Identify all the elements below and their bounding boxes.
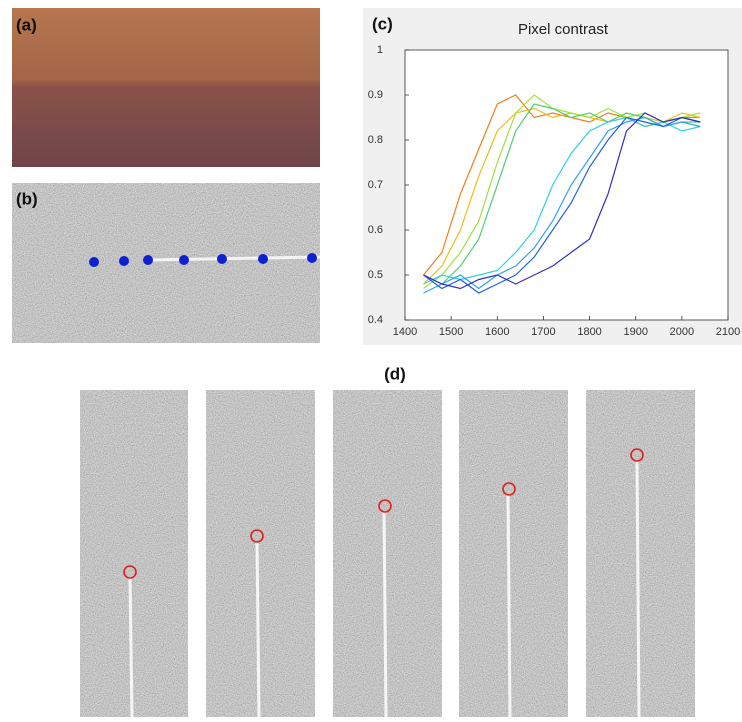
y-tick-label: 0.8	[368, 134, 383, 146]
x-tick-label: 1500	[439, 326, 463, 338]
y-tick-label: 1	[377, 44, 383, 56]
series-line	[423, 116, 701, 294]
x-tick-label: 1400	[393, 326, 417, 338]
tip-markers	[89, 253, 317, 267]
x-tick-label: 2100	[716, 326, 740, 338]
chart-title: Pixel contrast	[518, 21, 609, 38]
y-tick-label: 0.4	[368, 314, 383, 326]
panel-label: (d)	[384, 364, 406, 383]
panel-label: (c)	[372, 14, 393, 33]
panel-label: (b)	[16, 189, 38, 208]
y-tick-label: 0.6	[368, 224, 383, 236]
x-tick-label: 1900	[623, 326, 647, 338]
series-line	[423, 116, 701, 294]
plot-area	[404, 49, 729, 321]
y-tick-label: 0.7	[368, 179, 383, 191]
x-tick-label: 2000	[670, 326, 694, 338]
photo-a	[12, 8, 320, 167]
series-line	[423, 107, 701, 285]
x-tick-label: 1700	[531, 326, 555, 338]
image-b	[12, 183, 320, 343]
image-strips	[80, 390, 695, 718]
x-tick-label: 1600	[485, 326, 509, 338]
y-tick-label: 0.5	[368, 269, 383, 281]
x-tick-label: 1800	[577, 326, 601, 338]
panel-label: (a)	[16, 15, 37, 34]
series-line	[423, 112, 701, 290]
crack-line	[149, 255, 321, 262]
y-tick-label: 0.9	[368, 89, 383, 101]
